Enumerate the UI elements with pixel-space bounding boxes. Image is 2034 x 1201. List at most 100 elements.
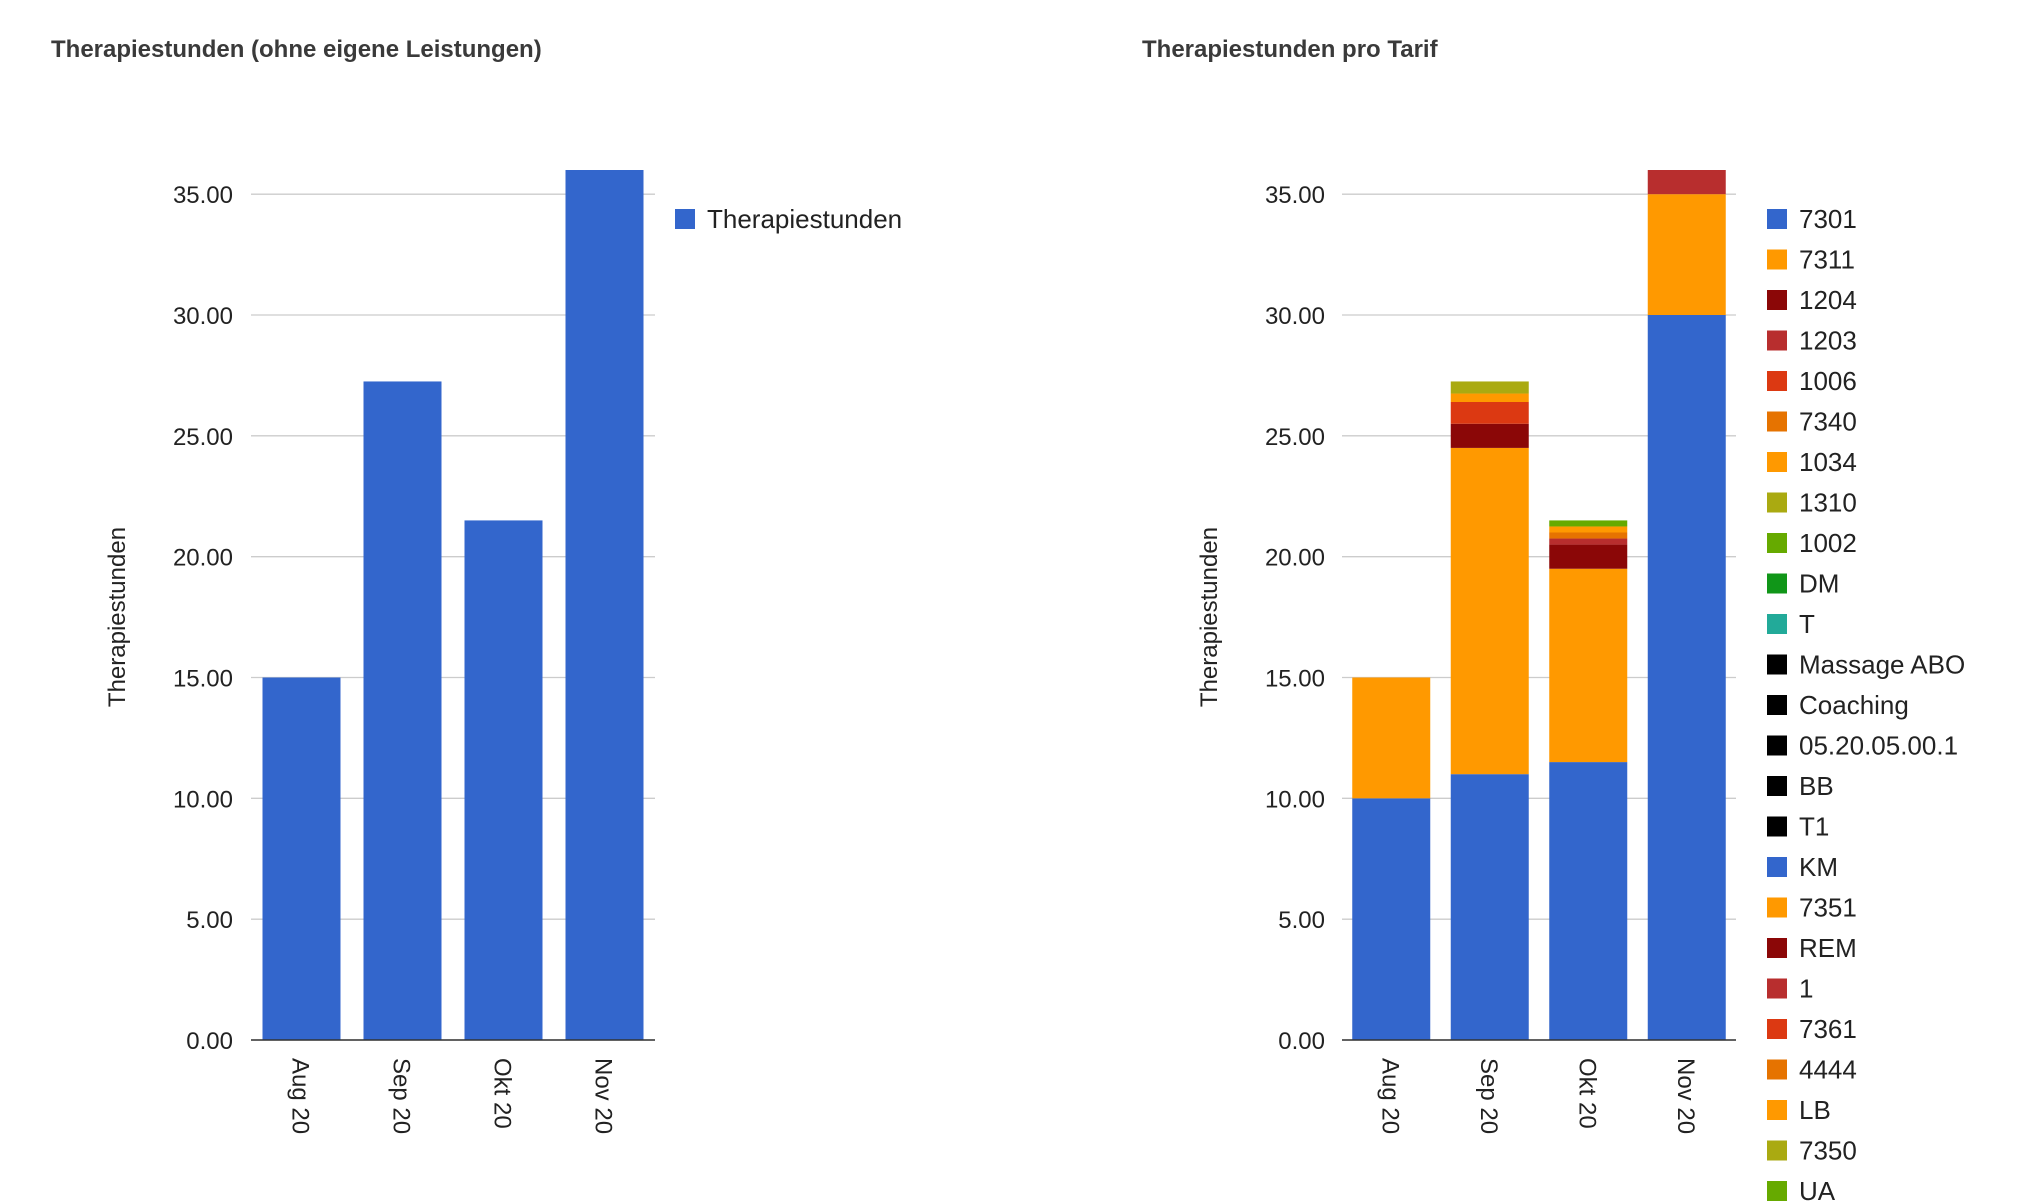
legend-label: DM bbox=[1799, 569, 1839, 599]
legend-swatch bbox=[1767, 1181, 1787, 1201]
bar[interactable] bbox=[1549, 520, 1628, 527]
legend-item[interactable]: REM bbox=[1767, 933, 1857, 963]
legend-item[interactable]: LB bbox=[1767, 1095, 1831, 1125]
bar[interactable] bbox=[1647, 170, 1726, 195]
legend-swatch bbox=[1767, 249, 1787, 270]
legend-item[interactable]: 4444 bbox=[1767, 1055, 1857, 1085]
legend-item[interactable]: 7301 bbox=[1767, 204, 1857, 234]
chart-1: Therapiestunden (ohne eigene Leistungen)… bbox=[51, 36, 902, 1134]
chart-2: Therapiestunden pro Tarif 0.00 5.00 10.00 15… bbox=[1142, 36, 1965, 1201]
legend-item[interactable]: 7311 bbox=[1767, 245, 1855, 275]
bar[interactable] bbox=[1549, 532, 1628, 539]
legend-label: 7350 bbox=[1799, 1136, 1857, 1166]
bar[interactable] bbox=[1352, 677, 1431, 799]
legend-swatch bbox=[1767, 978, 1787, 999]
legend-item[interactable]: 1034 bbox=[1767, 447, 1857, 477]
bar[interactable] bbox=[1549, 526, 1628, 533]
legend-swatch bbox=[675, 209, 695, 229]
x-tick-label: Sep 20 bbox=[1475, 1058, 1502, 1134]
legend-item[interactable]: 7351 bbox=[1767, 893, 1857, 923]
legend-swatch bbox=[1767, 573, 1787, 594]
legend-label: 1 bbox=[1799, 974, 1813, 1004]
legend-swatch bbox=[1767, 371, 1787, 391]
legend-item[interactable]: 1310 bbox=[1767, 488, 1857, 518]
bar[interactable] bbox=[1549, 762, 1628, 1040]
legend-item[interactable]: KM bbox=[1767, 852, 1838, 882]
bar[interactable] bbox=[1450, 423, 1529, 448]
legend-swatch bbox=[1767, 1019, 1787, 1039]
bar[interactable] bbox=[464, 520, 543, 1040]
bar[interactable] bbox=[1549, 538, 1628, 545]
legend-item[interactable]: 7350 bbox=[1767, 1136, 1857, 1166]
legend-swatch bbox=[1767, 492, 1787, 513]
bar[interactable] bbox=[565, 170, 644, 1040]
bar[interactable] bbox=[1549, 544, 1628, 569]
bar[interactable] bbox=[262, 677, 341, 1041]
legend-swatch bbox=[1767, 654, 1787, 675]
legend-item[interactable]: 1204 bbox=[1767, 285, 1857, 315]
legend-label: LB bbox=[1799, 1095, 1831, 1125]
legend-item[interactable]: UA bbox=[1767, 1176, 1836, 1201]
x-tick-label: Aug 20 bbox=[1376, 1058, 1403, 1134]
legend-item[interactable]: DM bbox=[1767, 569, 1839, 599]
x-tick-label: Sep 20 bbox=[388, 1058, 415, 1134]
legend-swatch bbox=[1767, 411, 1787, 432]
legend-label: 7311 bbox=[1799, 245, 1855, 275]
x-tick-label: Okt 20 bbox=[489, 1058, 516, 1129]
bar[interactable] bbox=[1450, 381, 1529, 394]
legend: Therapiestunden bbox=[675, 204, 902, 234]
legend-item[interactable]: 7361 bbox=[1767, 1014, 1857, 1044]
legend-label: T bbox=[1799, 609, 1815, 639]
legend: 7301 7311 1204 1203 1006 7340 1034 1310 1002 DM TM… bbox=[1767, 204, 1965, 1201]
chart-title: Therapiestunden (ohne eigene Leistungen) bbox=[51, 36, 542, 63]
y-tick-label: 5.00 bbox=[186, 907, 233, 934]
chart-title: Therapiestunden pro Tarif bbox=[1142, 36, 1439, 63]
legend-item[interactable]: T1 bbox=[1767, 812, 1829, 842]
y-tick-label: 30.00 bbox=[173, 303, 233, 330]
bar[interactable] bbox=[1450, 774, 1529, 1040]
y-axis-title: Therapiestunden bbox=[1196, 527, 1223, 707]
legend-swatch bbox=[1767, 614, 1787, 634]
bar[interactable] bbox=[1647, 315, 1726, 1040]
legend-swatch bbox=[1767, 330, 1787, 351]
y-tick-label: 35.00 bbox=[173, 182, 233, 209]
legend-swatch bbox=[1767, 1140, 1787, 1161]
bar[interactable] bbox=[1450, 447, 1529, 775]
legend-label: Massage ABO bbox=[1799, 650, 1965, 680]
legend-item[interactable]: 1203 bbox=[1767, 326, 1857, 356]
legend-label: REM bbox=[1799, 933, 1857, 963]
legend-label: 4444 bbox=[1799, 1055, 1857, 1085]
y-tick-label: 0.00 bbox=[1278, 1028, 1325, 1055]
legend-item[interactable]: 7340 bbox=[1767, 407, 1857, 437]
bar[interactable] bbox=[1549, 568, 1628, 763]
legend-item[interactable]: 05.20.05.00.1 bbox=[1767, 731, 1958, 761]
bar[interactable] bbox=[363, 381, 442, 1040]
legend-item[interactable]: 1 bbox=[1767, 974, 1813, 1004]
legend-item[interactable]: Therapiestunden bbox=[675, 204, 902, 234]
legend-label: 7351 bbox=[1799, 893, 1857, 923]
y-tick-label: 0.00 bbox=[186, 1028, 233, 1055]
bar[interactable] bbox=[1647, 194, 1726, 315]
legend-label: 1204 bbox=[1799, 285, 1857, 315]
legend-swatch bbox=[1767, 209, 1787, 229]
legend-item[interactable]: 1006 bbox=[1767, 366, 1857, 396]
y-tick-label: 10.00 bbox=[1265, 786, 1325, 813]
legend-item[interactable]: T bbox=[1767, 609, 1815, 639]
legend-label: Therapiestunden bbox=[707, 204, 902, 234]
legend-swatch bbox=[1767, 452, 1787, 472]
x-tick-label: Nov 20 bbox=[1672, 1058, 1699, 1134]
bar[interactable] bbox=[1450, 402, 1529, 424]
legend-item[interactable]: Coaching bbox=[1767, 690, 1909, 720]
x-tick-label: Nov 20 bbox=[590, 1058, 617, 1134]
legend-item[interactable]: 1002 bbox=[1767, 528, 1857, 558]
legend-swatch bbox=[1767, 533, 1787, 553]
legend-label: 1034 bbox=[1799, 447, 1857, 477]
legend-item[interactable]: Massage ABO bbox=[1767, 650, 1965, 680]
y-tick-label: 25.00 bbox=[1265, 424, 1325, 451]
bar[interactable] bbox=[1450, 393, 1529, 402]
y-axis-title: Therapiestunden bbox=[104, 527, 131, 707]
legend-item[interactable]: BB bbox=[1767, 771, 1834, 801]
bar[interactable] bbox=[1352, 798, 1431, 1040]
legend-swatch bbox=[1767, 816, 1787, 837]
